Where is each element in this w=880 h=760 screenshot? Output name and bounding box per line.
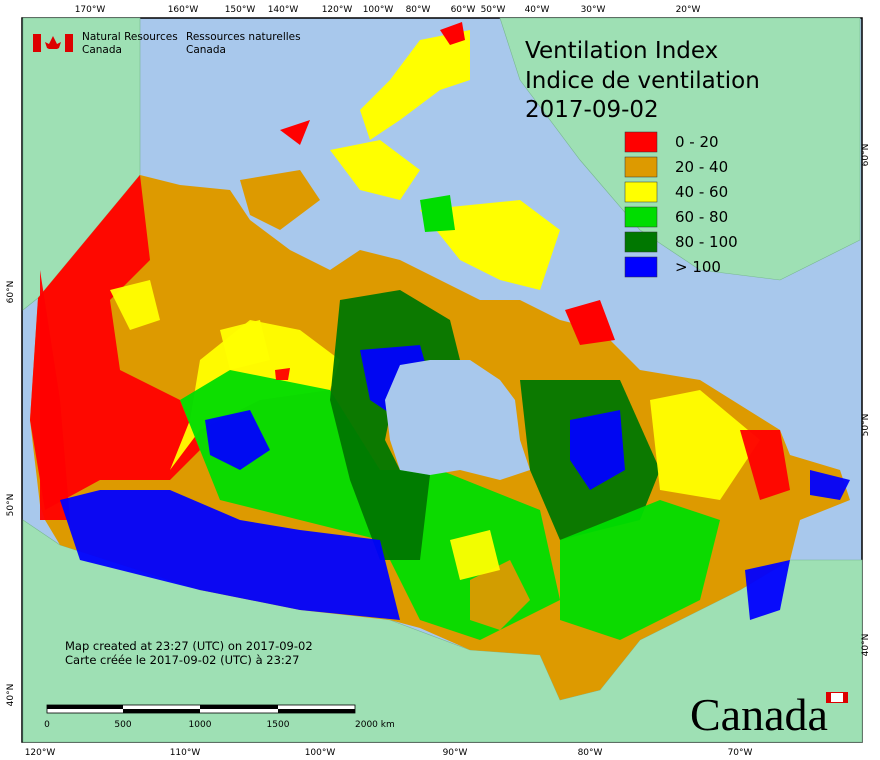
scale-label: 1500	[267, 720, 290, 730]
scale-seg	[47, 705, 123, 709]
lon-label: 120°W	[25, 748, 56, 758]
flag-bar	[33, 34, 41, 52]
org-en: Natural Resources	[82, 31, 178, 43]
hudson-bay	[385, 360, 530, 480]
legend: 0 - 20 20 - 40 40 - 60 60 - 80 80 - 100 > 100	[624, 131, 738, 278]
scale-label: 0	[44, 720, 50, 730]
wordmark: Canada	[690, 689, 828, 740]
legend-label: 0 - 20	[675, 133, 719, 151]
legend-label: 60 - 80	[675, 208, 728, 226]
title: 2017-09-02	[525, 97, 659, 123]
lon-label: 140°W	[268, 5, 299, 15]
legend-label: > 100	[675, 258, 721, 276]
legend-label: 80 - 100	[675, 233, 738, 251]
island	[330, 140, 420, 200]
lon-label: 60°W	[451, 5, 476, 15]
lon-label: 80°W	[406, 5, 431, 15]
index-zone	[220, 320, 270, 370]
lon-label: 90°W	[443, 748, 468, 758]
legend-label: 40 - 60	[675, 183, 728, 201]
title: Ventilation Index	[525, 38, 718, 64]
lon-label: 160°W	[168, 5, 199, 15]
credit: Map created at 23:27 (UTC) on 2017-09-02	[65, 639, 313, 653]
lat-label: 60°N	[861, 144, 871, 167]
lon-label: 50°W	[481, 5, 506, 15]
index-zone	[650, 390, 760, 500]
island	[420, 200, 560, 290]
legend-label: 20 - 40	[675, 158, 728, 176]
lat-label: 60°N	[6, 281, 16, 304]
lon-label: 100°W	[305, 748, 336, 758]
nrcan-logo: Natural Resources Canada Ressources natu…	[33, 31, 301, 56]
index-zone	[470, 560, 530, 630]
lon-label: 40°W	[525, 5, 550, 15]
index-zone	[570, 410, 625, 490]
island	[240, 170, 320, 230]
flag-bar	[65, 34, 73, 52]
index-zone	[740, 430, 790, 500]
index-zone	[275, 368, 290, 380]
lon-label: 120°W	[322, 5, 353, 15]
index-zone	[110, 280, 160, 330]
lon-label: 150°W	[225, 5, 256, 15]
index-zone	[40, 270, 70, 520]
lat-label: 40°N	[861, 634, 871, 657]
island	[420, 195, 455, 232]
flag	[831, 693, 843, 702]
island	[565, 300, 615, 345]
index-zone	[810, 470, 850, 500]
org-en: Canada	[82, 44, 122, 56]
graticule: 170°W 160°W 150°W 140°W 120°W 100°W 80°W 60°W 50…	[6, 5, 871, 758]
flag-leaf	[45, 36, 61, 49]
lon-label: 80°W	[578, 748, 603, 758]
scale-seg	[278, 709, 355, 713]
lon-label: 100°W	[363, 5, 394, 15]
island	[360, 30, 470, 140]
scale-label: 1000	[189, 720, 212, 730]
lon-label: 110°W	[170, 748, 201, 758]
scale-label: 500	[114, 720, 131, 730]
foreign-land	[22, 17, 863, 743]
lat-label: 40°N	[6, 684, 16, 707]
scale-bar: 0 500 1000 1500 2000 km	[44, 704, 395, 730]
index-zone	[60, 490, 400, 620]
lon-label: 20°W	[676, 5, 701, 15]
scale-seg	[123, 709, 200, 713]
lon-label: 30°W	[581, 5, 606, 15]
legend-swatch	[624, 131, 658, 153]
wordmark-flag	[826, 692, 848, 703]
index-zone	[205, 410, 270, 470]
org-fr: Ressources naturelles	[186, 31, 301, 43]
lat-label: 50°N	[6, 494, 16, 517]
title: Indice de ventilation	[525, 68, 760, 94]
lon-label: 70°W	[728, 748, 753, 758]
org-fr: Canada	[186, 44, 226, 56]
legend-swatch	[624, 181, 658, 203]
legend-swatch	[624, 231, 658, 253]
index-zone	[30, 175, 200, 510]
island	[280, 120, 310, 145]
scale-label: 2000 km	[355, 720, 395, 730]
legend-swatch	[624, 256, 658, 278]
scale-seg	[200, 705, 278, 709]
legend-swatch	[624, 156, 658, 178]
island	[440, 22, 465, 45]
index-zone	[745, 560, 790, 620]
credit: Carte créée le 2017-09-02 (UTC) à 23:27	[65, 653, 299, 667]
index-zone	[560, 500, 720, 640]
canada-land	[30, 22, 850, 700]
lon-label: 170°W	[75, 5, 106, 15]
legend-swatch	[624, 206, 658, 228]
lat-label: 50°N	[861, 414, 871, 437]
index-zone	[450, 530, 500, 580]
